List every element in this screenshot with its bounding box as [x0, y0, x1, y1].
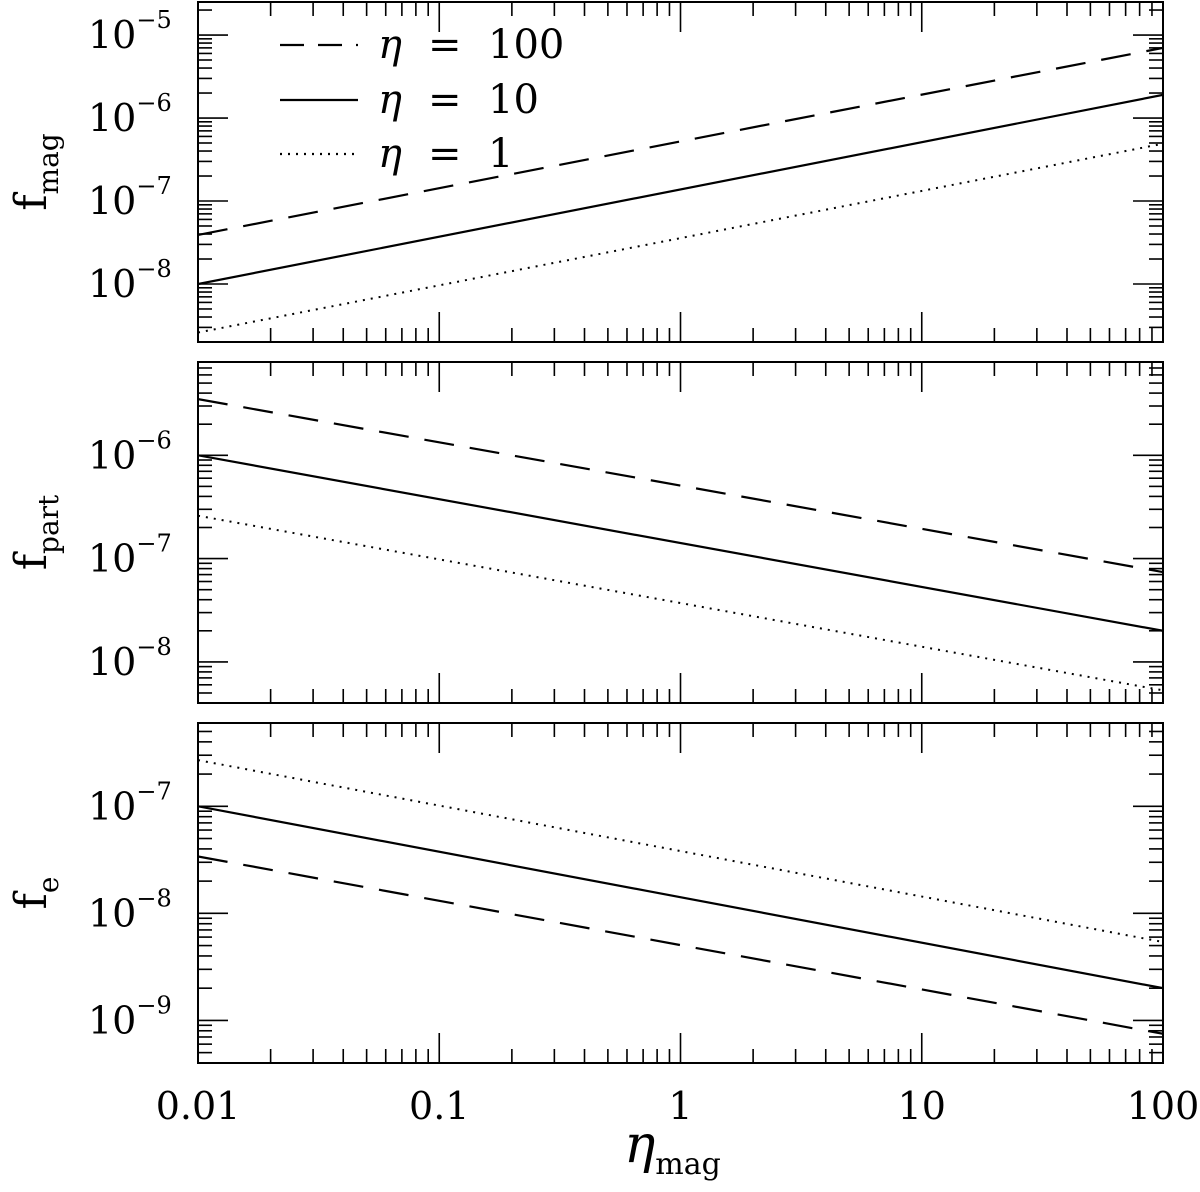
series-line-dashed — [198, 398, 1163, 574]
plot-root: 10−5 10−6 10−7 10−8 fmag η = 100 η = 10 η = 1 10−6 10−7… — [6, 1, 1200, 1182]
panel-top: 10−5 10−6 10−7 10−8 fmag η = 100 η = 10 η = 1 — [6, 1, 1164, 343]
legend-value: 100 — [488, 22, 564, 68]
plot-frame — [197, 1, 1164, 343]
y-axis-label: fe — [6, 877, 65, 910]
x-axis-label: ηmag — [624, 1115, 721, 1182]
legend-equals: = — [428, 131, 462, 177]
y-axis-label-text: fe — [6, 877, 65, 910]
y-tick-label: 10−5 — [88, 6, 172, 57]
legend-value: 1 — [488, 131, 513, 177]
y-tick-label: 10−8 — [88, 633, 172, 684]
x-tick-label: 1 — [668, 1084, 692, 1128]
series-line-solid — [198, 454, 1163, 632]
legend-symbol: η — [378, 131, 402, 177]
plot-frame — [197, 361, 1164, 704]
series-line-dashed — [198, 46, 1163, 237]
series-group — [198, 46, 1163, 334]
y-axis-label: fmag — [6, 133, 65, 211]
y-tick-label: 10−7 — [88, 777, 172, 828]
y-axis-label-text: fmag — [6, 133, 65, 211]
legend-value: 10 — [488, 77, 539, 123]
series-group — [198, 398, 1163, 692]
y-tick-label: 10−6 — [88, 89, 172, 140]
y-tick-label: 10−9 — [88, 991, 172, 1042]
y-axis-label: fpart — [6, 494, 65, 570]
plot-frame — [197, 722, 1164, 1064]
series-line-dotted — [198, 514, 1163, 692]
x-tick-label: 0.01 — [156, 1084, 241, 1128]
y-tick-label: 10−7 — [88, 172, 172, 223]
y-tick-label: 10−6 — [88, 426, 172, 477]
series-line-dotted — [198, 142, 1163, 334]
y-tick-label: 10−8 — [88, 255, 172, 306]
x-tick-label: 100 — [1127, 1084, 1200, 1128]
legend-symbol: η — [378, 77, 402, 123]
x-tick-label: 10 — [898, 1084, 946, 1128]
series-line-solid — [198, 805, 1163, 990]
series-line-solid — [198, 93, 1163, 286]
y-tick-label: 10−7 — [88, 530, 172, 581]
legend-equals: = — [428, 22, 462, 68]
legend-equals: = — [428, 77, 462, 123]
x-tick-label: 0.1 — [409, 1084, 469, 1128]
series-line-dashed — [198, 855, 1163, 1035]
y-tick-label: 10−8 — [88, 884, 172, 935]
panel-bottom: 10−7 10−8 10−9 fe 0.01 0.1 1 10 100 ηmag — [6, 722, 1200, 1182]
legend-symbol: η — [378, 22, 402, 68]
series-group — [198, 759, 1163, 1035]
legend: η = 100 η = 10 η = 1 — [280, 22, 564, 177]
y-axis-label-text: fpart — [6, 494, 65, 570]
series-line-dotted — [198, 759, 1163, 943]
panel-middle: 10−6 10−7 10−8 fpart — [6, 361, 1164, 704]
